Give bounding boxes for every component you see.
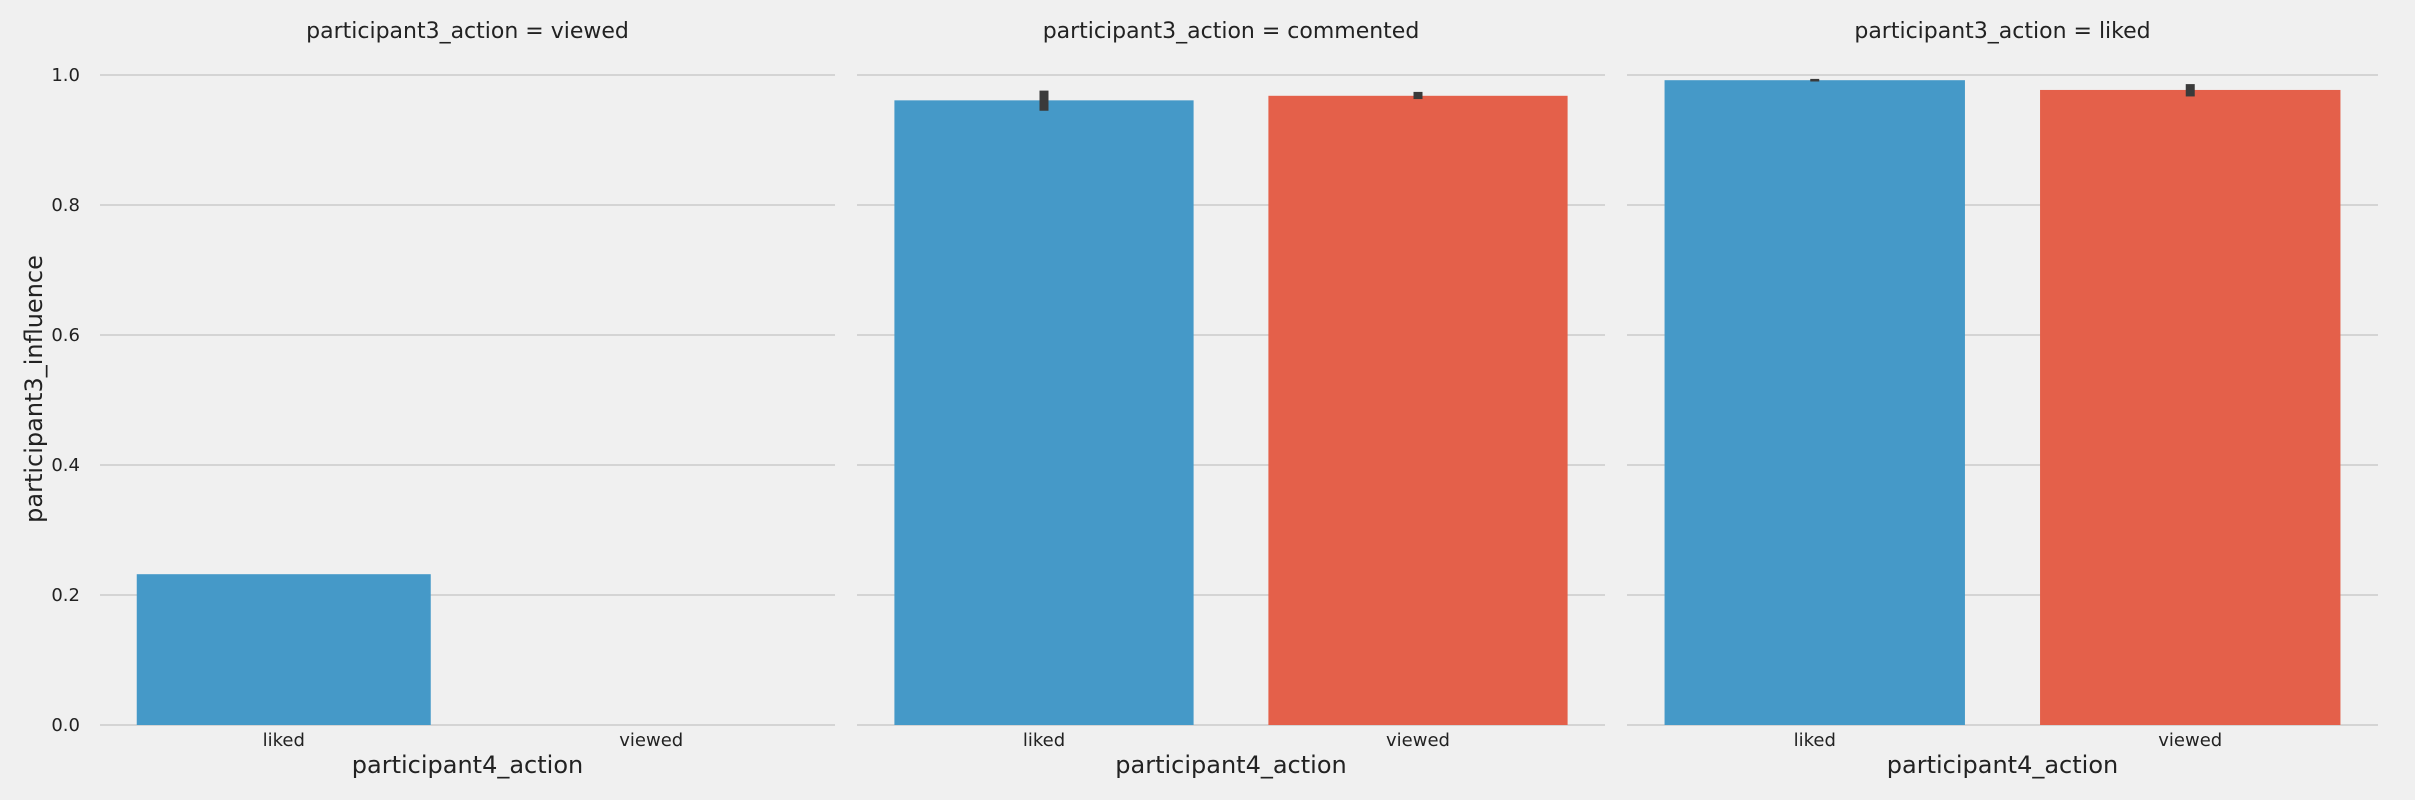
facet-title: participant3_action = viewed xyxy=(306,19,629,44)
x-tick-label: viewed xyxy=(1386,730,1450,751)
x-tick-label: liked xyxy=(263,730,305,751)
y-tick-label: 0.2 xyxy=(51,585,80,606)
bar-viewed xyxy=(2040,89,2341,725)
x-tick-label: liked xyxy=(1794,730,1836,751)
facet-3: participant3_action = liked liked viewed pa… xyxy=(1627,19,2378,779)
y-axis-label: participant3_influence xyxy=(20,255,48,523)
bar-liked xyxy=(136,574,431,725)
x-axis-label: participant4_action xyxy=(1115,751,1346,779)
x-tick-label: viewed xyxy=(619,730,683,751)
bar-liked xyxy=(894,100,1194,726)
x-tick-label: viewed xyxy=(2158,730,2222,751)
facet-title: participant3_action = commented xyxy=(1043,19,1420,44)
x-tick-label: liked xyxy=(1023,730,1065,751)
x-axis-label: participant4_action xyxy=(1887,751,2118,779)
x-axis-label: participant4_action xyxy=(352,751,583,779)
bar-liked xyxy=(1664,80,1965,725)
y-tick-label: 1.0 xyxy=(51,65,80,86)
y-tick-label: 0.8 xyxy=(51,195,80,216)
y-tick-label: 0.6 xyxy=(51,325,80,346)
facet-2: participant3_action = commented liked view… xyxy=(857,19,1605,779)
facet-title: participant3_action = liked xyxy=(1854,19,2150,44)
bar-viewed xyxy=(1268,95,1568,726)
y-tick-label: 0.0 xyxy=(51,715,80,736)
y-tick-label: 0.4 xyxy=(51,455,80,476)
facet-1: 0.0 0.2 0.4 0.6 0.8 1.0 participant3_action = … xyxy=(51,19,835,779)
